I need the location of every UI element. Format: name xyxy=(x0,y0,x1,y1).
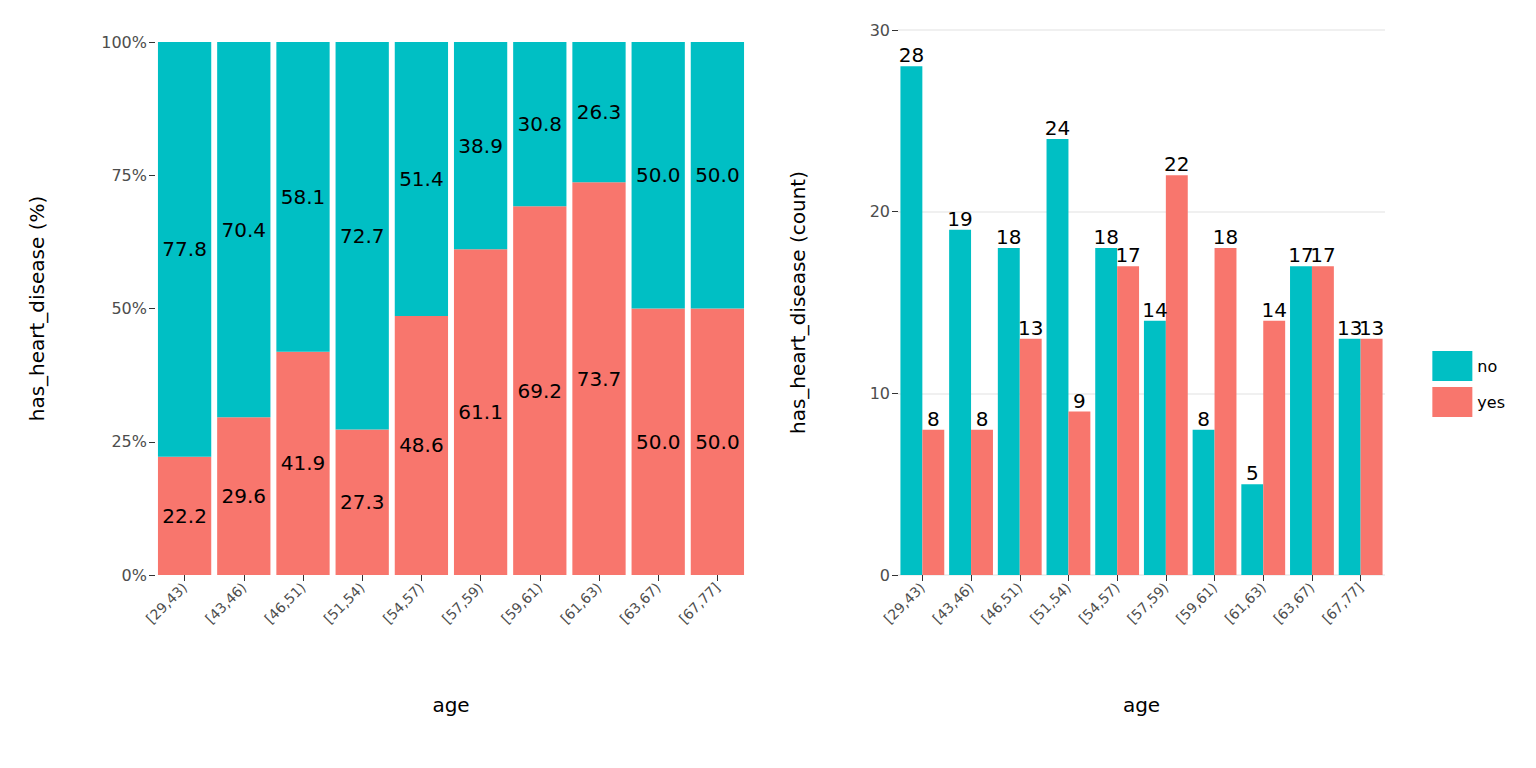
svg-text:75%: 75% xyxy=(111,166,147,185)
svg-text:no: no xyxy=(1477,357,1497,376)
svg-text:19: 19 xyxy=(947,207,972,231)
svg-text:51.4: 51.4 xyxy=(399,167,444,191)
svg-text:[67,77]: [67,77] xyxy=(676,579,723,626)
svg-text:25%: 25% xyxy=(111,432,147,451)
svg-text:50.0: 50.0 xyxy=(695,163,740,187)
svg-text:22: 22 xyxy=(1164,152,1189,176)
svg-text:[43,46): [43,46) xyxy=(202,579,249,626)
svg-text:[51,54): [51,54) xyxy=(1027,579,1074,626)
svg-text:29.6: 29.6 xyxy=(222,484,267,508)
svg-text:13: 13 xyxy=(1018,316,1043,340)
svg-text:26.3: 26.3 xyxy=(577,100,622,124)
svg-text:70.4: 70.4 xyxy=(222,218,267,242)
svg-text:72.7: 72.7 xyxy=(340,224,385,248)
svg-text:50.0: 50.0 xyxy=(636,430,681,454)
svg-text:8: 8 xyxy=(976,407,989,431)
svg-text:10: 10 xyxy=(870,384,890,403)
svg-text:has_heart_disease (count): has_heart_disease (count) xyxy=(786,171,810,434)
svg-text:17: 17 xyxy=(1310,243,1335,267)
svg-text:24: 24 xyxy=(1045,116,1070,140)
svg-text:9: 9 xyxy=(1073,389,1086,413)
svg-text:30.8: 30.8 xyxy=(518,112,563,136)
svg-text:[46,51): [46,51) xyxy=(978,579,1025,626)
svg-text:age: age xyxy=(432,693,469,717)
svg-text:14: 14 xyxy=(1142,298,1167,322)
svg-text:[43,46): [43,46) xyxy=(929,579,976,626)
svg-text:38.9: 38.9 xyxy=(458,134,503,158)
svg-text:5: 5 xyxy=(1246,461,1259,485)
svg-text:[59,61): [59,61) xyxy=(1173,579,1220,626)
svg-text:[61,63): [61,63) xyxy=(557,579,604,626)
svg-text:yes: yes xyxy=(1477,393,1505,412)
svg-text:[29,43): [29,43) xyxy=(881,579,928,626)
svg-text:[46,51): [46,51) xyxy=(261,579,308,626)
svg-text:61.1: 61.1 xyxy=(458,400,503,424)
svg-text:[57,59): [57,59) xyxy=(1124,579,1171,626)
svg-text:17: 17 xyxy=(1115,243,1140,267)
svg-text:27.3: 27.3 xyxy=(340,490,385,514)
svg-text:17: 17 xyxy=(1288,243,1314,268)
svg-text:58.1: 58.1 xyxy=(281,185,326,209)
svg-text:[63,67): [63,67) xyxy=(617,579,664,626)
svg-text:has_heart_disease (%): has_heart_disease (%) xyxy=(25,196,49,422)
svg-text:0%: 0% xyxy=(122,566,147,585)
svg-text:18: 18 xyxy=(1213,225,1238,249)
svg-text:age: age xyxy=(1123,693,1160,717)
svg-text:28: 28 xyxy=(899,43,924,67)
svg-text:50%: 50% xyxy=(111,299,147,318)
svg-text:22.2: 22.2 xyxy=(162,504,207,528)
svg-text:50.0: 50.0 xyxy=(636,163,681,187)
svg-text:50.0: 50.0 xyxy=(695,430,740,454)
svg-text:13: 13 xyxy=(1337,315,1363,340)
svg-text:[59,61): [59,61) xyxy=(498,579,545,626)
svg-text:0: 0 xyxy=(880,566,890,585)
svg-text:30: 30 xyxy=(870,21,890,40)
svg-text:[63,67): [63,67) xyxy=(1270,579,1317,626)
svg-text:77.8: 77.8 xyxy=(162,237,207,261)
svg-text:[29,43): [29,43) xyxy=(143,579,190,626)
svg-text:48.6: 48.6 xyxy=(399,433,444,457)
svg-text:18: 18 xyxy=(996,225,1021,249)
svg-text:20: 20 xyxy=(870,202,890,221)
svg-text:69.2: 69.2 xyxy=(518,379,563,403)
svg-text:41.9: 41.9 xyxy=(281,451,326,475)
svg-text:13: 13 xyxy=(1359,316,1384,340)
svg-text:[57,59): [57,59) xyxy=(439,579,486,626)
svg-text:14: 14 xyxy=(1261,298,1286,322)
svg-text:18: 18 xyxy=(1093,225,1119,249)
svg-text:[54,57): [54,57) xyxy=(380,579,427,626)
svg-text:100%: 100% xyxy=(101,33,147,52)
svg-text:[54,57): [54,57) xyxy=(1075,579,1122,626)
svg-text:73.7: 73.7 xyxy=(577,367,622,391)
svg-text:[67,77]: [67,77] xyxy=(1319,579,1366,626)
svg-text:8: 8 xyxy=(927,407,940,431)
svg-text:[61,63): [61,63) xyxy=(1222,579,1269,626)
svg-text:[51,54): [51,54) xyxy=(321,579,368,626)
svg-text:8: 8 xyxy=(1197,407,1210,431)
